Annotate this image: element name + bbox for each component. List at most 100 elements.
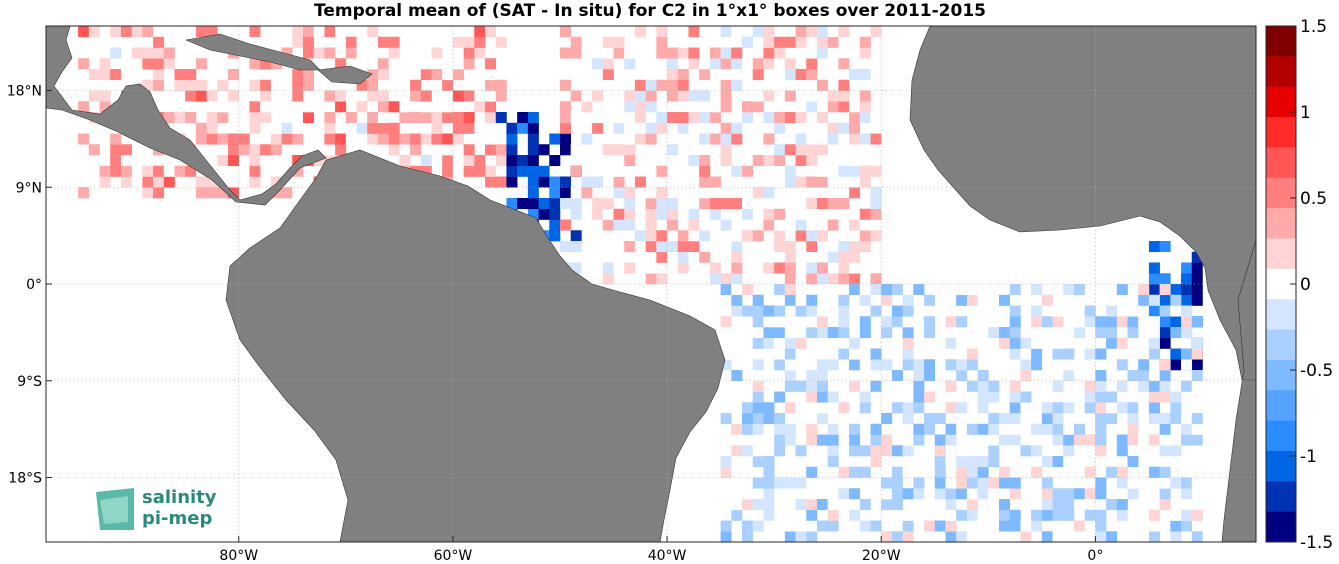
- data-cell: [677, 122, 689, 134]
- data-cell: [474, 36, 486, 48]
- data-cell: [859, 208, 871, 220]
- data-cell: [1073, 520, 1085, 532]
- data-cell: [720, 456, 732, 468]
- data-cell: [720, 133, 732, 145]
- data-cell: [174, 69, 186, 81]
- data-cell: [849, 101, 861, 113]
- data-cell: [784, 165, 796, 177]
- data-cell: [195, 101, 207, 113]
- data-cell: [442, 58, 454, 70]
- data-cell: [742, 520, 754, 532]
- data-cell: [742, 165, 754, 177]
- data-cell: [859, 219, 871, 231]
- data-cell: [613, 219, 625, 231]
- data-cell: [302, 69, 314, 81]
- data-cell: [902, 520, 914, 532]
- data-cell: [902, 413, 914, 425]
- data-cell: [966, 327, 978, 339]
- data-cell: [313, 47, 325, 59]
- data-cell: [667, 90, 679, 102]
- data-cell: [838, 165, 850, 177]
- data-cell: [1191, 359, 1203, 371]
- colorbar-tick-label: 0.5: [1300, 189, 1327, 209]
- data-cell: [228, 69, 240, 81]
- data-cell: [966, 488, 978, 500]
- data-cell: [859, 316, 871, 328]
- data-cell: [806, 499, 818, 511]
- data-cell: [763, 337, 775, 349]
- data-cell: [1170, 434, 1182, 446]
- data-cell: [720, 359, 732, 371]
- data-cell: [463, 112, 475, 124]
- data-cell: [838, 101, 850, 113]
- data-cell: [956, 423, 968, 435]
- data-cell: [517, 165, 529, 177]
- data-cell: [1170, 445, 1182, 457]
- data-cell: [752, 101, 764, 113]
- data-cell: [720, 144, 732, 156]
- data-cell: [999, 413, 1011, 425]
- data-cell: [474, 165, 486, 177]
- data-cell: [1052, 380, 1064, 392]
- data-cell: [902, 445, 914, 457]
- data-cell: [367, 112, 379, 124]
- colorbar-tick-label: 1: [1300, 103, 1311, 123]
- data-cell: [838, 133, 850, 145]
- data-cell: [1052, 499, 1064, 511]
- data-cell: [795, 402, 807, 414]
- data-cell: [195, 79, 207, 91]
- data-cell: [559, 144, 571, 156]
- data-cell: [742, 423, 754, 435]
- data-cell: [1159, 370, 1171, 382]
- data-cell: [613, 176, 625, 188]
- data-cell: [570, 198, 582, 210]
- data-cell: [945, 434, 957, 446]
- colorbar-swatch: [1266, 329, 1296, 361]
- data-cell: [1095, 520, 1107, 532]
- data-cell: [1191, 423, 1203, 435]
- data-cell: [1127, 380, 1139, 392]
- data-cell: [774, 36, 786, 48]
- data-cell: [752, 520, 764, 532]
- data-cell: [645, 101, 657, 113]
- lon-tick-label: 40°W: [648, 548, 687, 564]
- data-cell: [849, 359, 861, 371]
- data-cell: [891, 402, 903, 414]
- data-cell: [292, 165, 304, 177]
- data-cell: [260, 112, 272, 124]
- data-cell: [1084, 391, 1096, 403]
- data-cell: [816, 208, 828, 220]
- data-cell: [720, 79, 732, 91]
- data-cell: [292, 122, 304, 134]
- data-cell: [1127, 423, 1139, 435]
- data-cell: [1020, 531, 1032, 543]
- data-cell: [656, 79, 668, 91]
- data-cell: [902, 402, 914, 414]
- data-cell: [720, 348, 732, 360]
- data-cell: [731, 466, 743, 478]
- data-cell: [559, 79, 571, 91]
- data-cell: [838, 198, 850, 210]
- data-cell: [645, 187, 657, 199]
- data-cell: [420, 90, 432, 102]
- data-cell: [356, 47, 368, 59]
- data-cell: [634, 133, 646, 145]
- data-cell: [902, 294, 914, 306]
- data-cell: [302, 36, 314, 48]
- data-cell: [249, 122, 261, 134]
- data-cell: [613, 122, 625, 134]
- data-cell: [592, 112, 604, 124]
- data-cell: [709, 273, 721, 285]
- data-cell: [1009, 316, 1021, 328]
- data-cell: [185, 112, 197, 124]
- data-cell: [292, 26, 304, 38]
- data-cell: [442, 47, 454, 59]
- data-cell: [1181, 305, 1193, 317]
- data-cell: [1095, 423, 1107, 435]
- data-cell: [999, 359, 1011, 371]
- data-cell: [752, 423, 764, 435]
- data-cell: [1041, 423, 1053, 435]
- data-cell: [463, 165, 475, 177]
- data-cell: [613, 187, 625, 199]
- data-cell: [999, 477, 1011, 489]
